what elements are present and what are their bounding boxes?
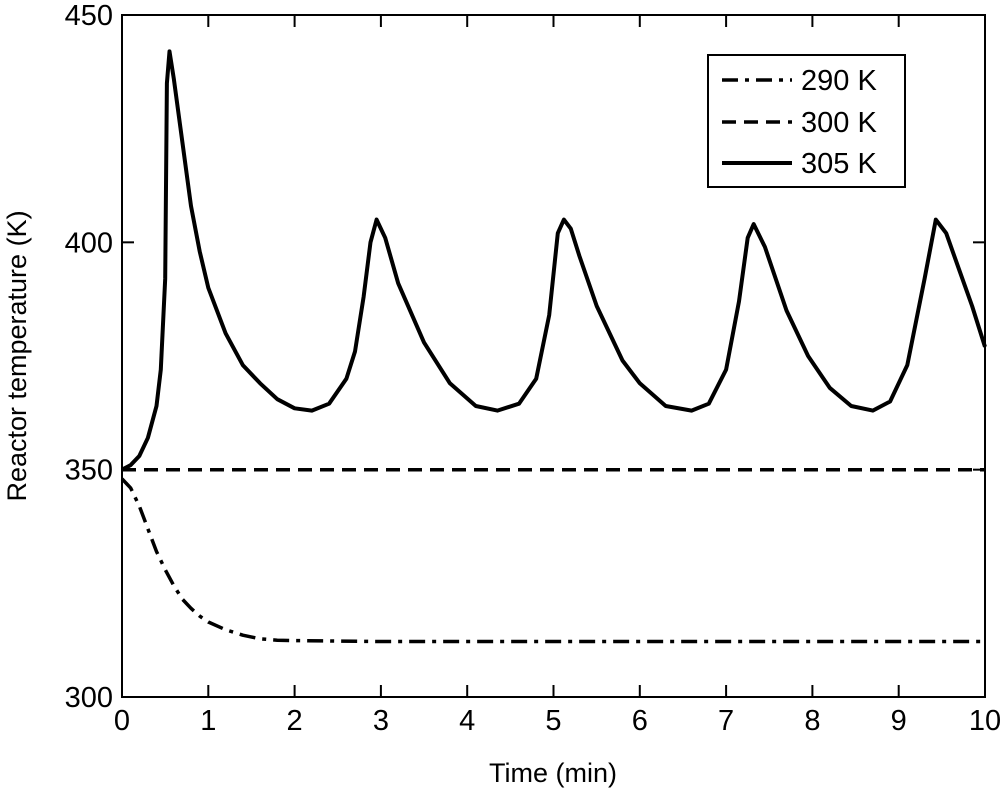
- legend-label-290k: 290 K: [801, 65, 877, 97]
- legend: 290 K 300 K 305 K: [707, 54, 906, 188]
- x-tick-label-8: 8: [804, 705, 820, 737]
- x-tick-label-10: 10: [969, 705, 1001, 737]
- y-tick-label-450: 450: [65, 0, 113, 32]
- y-tick-label-300: 300: [65, 682, 113, 714]
- x-tick-label-7: 7: [718, 705, 734, 737]
- legend-label-305k: 305 K: [801, 148, 877, 180]
- x-tick-label-2: 2: [287, 705, 303, 737]
- legend-label-300k: 300 K: [801, 107, 877, 139]
- series-layer: [120, 49, 987, 644]
- series-line-305k: [121, 49, 987, 472]
- x-axis-title: Time (min): [489, 758, 617, 788]
- series-line-290k: [120, 477, 985, 644]
- y-tick-label-350: 350: [65, 455, 113, 487]
- x-tick-label-6: 6: [632, 705, 648, 737]
- x-tick-label-1: 1: [200, 705, 216, 737]
- x-tick-label-5: 5: [545, 705, 561, 737]
- y-axis-title: Reactor temperature (K): [2, 210, 32, 501]
- x-tick-label-4: 4: [459, 705, 475, 737]
- axis-ticks: 0 1 2 3 4 5 6 7 8 9 10 300 350 400 450: [65, 0, 1002, 737]
- x-tick-label-3: 3: [373, 705, 389, 737]
- x-tick-label-9: 9: [891, 705, 907, 737]
- x-tick-label-0: 0: [114, 705, 130, 737]
- y-tick-label-400: 400: [65, 227, 113, 259]
